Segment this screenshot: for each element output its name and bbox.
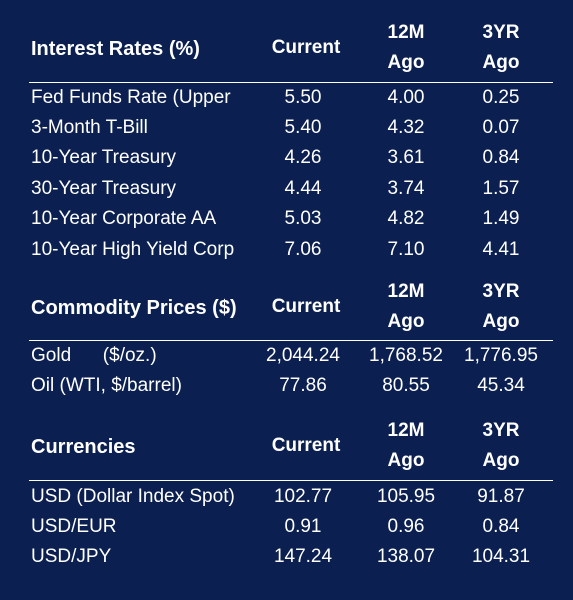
table-row: 3-Month T-Bill 5.40 4.32 0.07 — [3, 117, 563, 148]
12m-value: 4.82 — [387, 208, 425, 229]
current-value: 102.77 — [273, 486, 333, 507]
row-label: Oil (WTI, $/barrel) — [31, 375, 182, 396]
12m-value: 3.74 — [387, 178, 425, 199]
row-label: 10-Year Corporate AA — [31, 208, 217, 229]
row-label: USD (Dollar Index Spot) — [31, 486, 235, 507]
current-value: 147.24 — [273, 546, 333, 567]
col-12m-ago: 12M Ago — [387, 420, 425, 471]
row-label: Fed Funds Rate (Upper — [31, 87, 231, 108]
table-row: Fed Funds Rate (Upper 5.50 4.00 0.25 — [3, 87, 563, 118]
current-value: 0.91 — [284, 516, 322, 537]
col-12m-ago: 12M Ago — [387, 22, 425, 73]
current-value: 7.06 — [284, 239, 322, 260]
current-value: 5.03 — [284, 208, 322, 229]
12m-value: 1,768.52 — [369, 345, 443, 366]
3yr-value: 104.31 — [471, 546, 531, 567]
row-label: USD/EUR — [31, 516, 117, 537]
market-data-table: Interest Rates (%) Current 12M Ago 3YR A… — [3, 3, 563, 593]
interest-rates-header: Interest Rates (%) Current 12M Ago 3YR A… — [3, 18, 563, 88]
col-current: Current — [271, 296, 341, 317]
3yr-value: 0.84 — [482, 516, 520, 537]
row-label: USD/JPY — [31, 546, 112, 567]
3yr-value: 1.49 — [482, 208, 520, 229]
table-row: USD (Dollar Index Spot) 102.77 105.95 91… — [3, 486, 563, 517]
current-value: 5.50 — [284, 87, 322, 108]
table-row: USD/EUR 0.91 0.96 0.84 — [3, 516, 563, 547]
col-12m-ago: 12M Ago — [387, 281, 425, 332]
divider — [29, 480, 553, 481]
row-label: Gold ($/oz.) — [31, 345, 157, 366]
12m-value: 105.95 — [376, 486, 436, 507]
3yr-value: 45.34 — [477, 375, 525, 396]
3yr-value: 1,776.95 — [464, 345, 538, 366]
3yr-value: 91.87 — [477, 486, 525, 507]
3yr-value: 0.25 — [482, 87, 520, 108]
table-row: 30-Year Treasury 4.44 3.74 1.57 — [3, 178, 563, 209]
12m-value: 4.00 — [387, 87, 425, 108]
3yr-value: 1.57 — [482, 178, 520, 199]
12m-value: 4.32 — [387, 117, 425, 138]
col-3yr-ago: 3YR Ago — [482, 281, 520, 332]
12m-value: 3.61 — [387, 147, 425, 168]
table-row: USD/JPY 147.24 138.07 104.31 — [3, 546, 563, 577]
3yr-value: 4.41 — [482, 239, 520, 260]
col-current: Current — [271, 37, 341, 58]
commodity-prices-header: Commodity Prices ($) Current 12M Ago 3YR… — [3, 277, 563, 347]
row-label: 10-Year Treasury — [31, 147, 177, 168]
3yr-value: 0.84 — [482, 147, 520, 168]
currencies-header: Currencies Current 12M Ago 3YR Ago — [3, 416, 563, 486]
row-label: 10-Year High Yield Corp — [31, 239, 235, 260]
table-row: 10-Year Treasury 4.26 3.61 0.84 — [3, 147, 563, 178]
col-3yr-ago: 3YR Ago — [482, 22, 520, 73]
12m-value: 80.55 — [382, 375, 430, 396]
current-value: 5.40 — [284, 117, 322, 138]
12m-value: 0.96 — [387, 516, 425, 537]
3yr-value: 0.07 — [482, 117, 520, 138]
divider — [29, 340, 553, 341]
current-value: 4.44 — [284, 178, 322, 199]
table-row: 10-Year Corporate AA 5.03 4.82 1.49 — [3, 208, 563, 239]
current-value: 77.86 — [279, 375, 327, 396]
12m-value: 138.07 — [376, 546, 436, 567]
divider — [29, 82, 553, 83]
currencies-title: Currencies — [31, 436, 136, 458]
current-value: 2,044.24 — [266, 345, 340, 366]
col-current: Current — [271, 435, 341, 456]
row-label: 3-Month T-Bill — [31, 117, 148, 138]
commodity-prices-title: Commodity Prices ($) — [31, 297, 237, 319]
col-3yr-ago: 3YR Ago — [482, 420, 520, 471]
interest-rates-title: Interest Rates (%) — [31, 38, 200, 60]
current-value: 4.26 — [284, 147, 322, 168]
table-row: Oil (WTI, $/barrel) 77.86 80.55 45.34 — [3, 375, 563, 406]
table-row: 10-Year High Yield Corp 7.06 7.10 4.41 — [3, 239, 563, 270]
row-label: 30-Year Treasury — [31, 178, 177, 199]
12m-value: 7.10 — [387, 239, 425, 260]
table-row: Gold ($/oz.) 2,044.24 1,768.52 1,776.95 — [3, 345, 563, 376]
